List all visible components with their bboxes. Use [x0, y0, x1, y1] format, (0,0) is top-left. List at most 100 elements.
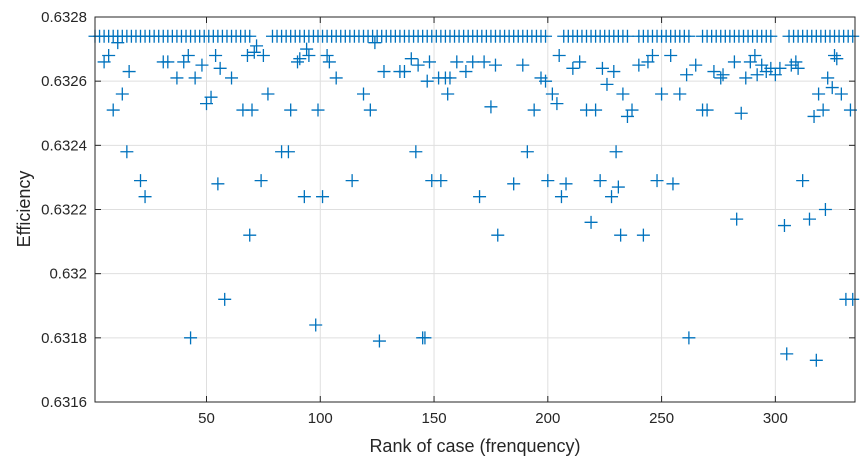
data-point [420, 74, 434, 88]
data-point [655, 87, 669, 101]
data-point [632, 58, 646, 72]
data-point [122, 65, 136, 79]
data-point [791, 61, 805, 75]
data-point [714, 71, 728, 85]
data-point [593, 174, 607, 188]
data-point [372, 334, 386, 348]
data-point [846, 292, 860, 306]
data-point [184, 331, 198, 345]
data-point [796, 174, 810, 188]
data-point [418, 331, 432, 345]
data-point [507, 177, 521, 191]
data-point [409, 145, 423, 159]
x-tick-label: 300 [763, 410, 788, 427]
data-point [700, 103, 714, 117]
data-point [734, 106, 748, 120]
data-point [441, 87, 455, 101]
data-point [209, 49, 223, 62]
data-point [345, 174, 359, 188]
data-point [443, 71, 457, 85]
data-point [115, 87, 129, 101]
data-point [636, 228, 650, 242]
x-tick-label: 200 [535, 410, 560, 427]
data-point [750, 68, 764, 82]
data-point [368, 36, 382, 50]
x-tick-label: 150 [422, 410, 447, 427]
data-point [609, 145, 623, 159]
data-point [707, 65, 721, 79]
data-point [284, 103, 298, 117]
data-point [812, 87, 826, 101]
data-point [830, 52, 844, 66]
y-tick-label: 0.6328 [41, 9, 87, 26]
data-point [320, 49, 334, 62]
data-points [88, 29, 860, 367]
data-point [595, 61, 609, 75]
data-point [682, 331, 696, 345]
data-point [218, 292, 232, 306]
data-point [554, 190, 568, 204]
data-point [488, 58, 502, 72]
data-point [650, 174, 664, 188]
data-point [293, 52, 307, 66]
data-point [422, 55, 436, 69]
x-axis-title: Rank of case (frenquency) [369, 436, 580, 456]
y-tick-label: 0.632 [49, 266, 87, 283]
data-point [764, 29, 778, 43]
data-point [316, 190, 330, 204]
data-point [673, 87, 687, 101]
x-axis: 50 100 150 200 250 300 [198, 17, 788, 427]
data-point [102, 49, 116, 62]
x-tick-label: 250 [649, 410, 674, 427]
data-point [309, 318, 323, 332]
data-point [716, 68, 730, 82]
data-point [243, 228, 257, 242]
data-point [329, 71, 343, 85]
data-point [516, 58, 530, 72]
data-point [363, 103, 377, 117]
data-point [550, 97, 564, 111]
data-point [607, 65, 621, 79]
data-point [357, 87, 371, 101]
data-point [566, 61, 580, 75]
data-point [111, 36, 125, 50]
data-point [281, 145, 295, 159]
data-point [620, 29, 634, 43]
data-point [120, 145, 134, 159]
data-point [834, 87, 848, 101]
data-point [240, 49, 254, 62]
data-point [616, 87, 630, 101]
data-point [789, 55, 803, 69]
data-point [605, 190, 619, 204]
data-point [545, 87, 559, 101]
data-point [520, 145, 534, 159]
data-point [802, 212, 816, 226]
data-point [204, 90, 218, 104]
data-point [181, 49, 195, 62]
data-point [243, 29, 257, 43]
data-point [254, 174, 268, 188]
data-point [256, 49, 270, 62]
data-point [161, 55, 175, 69]
data-point [614, 228, 628, 242]
data-point [818, 203, 832, 216]
data-point [211, 177, 225, 191]
x-tick-label: 50 [198, 410, 215, 427]
y-tick-label: 0.6318 [41, 330, 87, 347]
data-point [291, 55, 305, 69]
data-point [584, 215, 598, 229]
data-point [807, 109, 821, 123]
data-point [473, 190, 487, 204]
data-point [138, 190, 152, 204]
data-point [459, 65, 473, 79]
data-point [825, 81, 839, 95]
data-point [625, 103, 639, 117]
data-point [300, 42, 314, 56]
data-point [589, 103, 603, 117]
data-point [780, 347, 794, 361]
data-point [297, 190, 311, 204]
data-point [748, 49, 762, 62]
data-point [311, 103, 325, 117]
data-point [484, 100, 498, 114]
data-point [552, 49, 566, 62]
